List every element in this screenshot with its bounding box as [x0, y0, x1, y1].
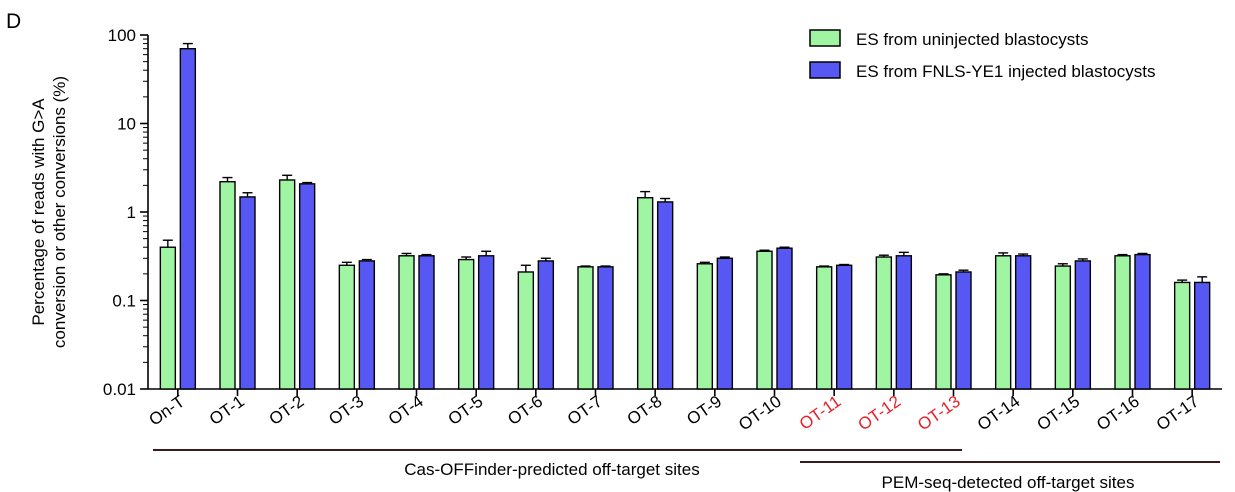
- bar-injected-ot-10: [776, 247, 793, 390]
- y-tick-label: 100: [108, 26, 136, 45]
- bar-uninjected-ot-7: [577, 266, 594, 390]
- x-tick-label-ot-9: OT-9: [683, 392, 725, 429]
- group-label-cas-offinder: Cas-OFFinder-predicted off-target sites: [404, 460, 699, 479]
- x-axis: [148, 388, 1222, 396]
- bar-injected-ot-6: [537, 260, 555, 390]
- x-tick-label-ot-12: OT-12: [855, 392, 905, 435]
- bar-uninjected-ot-5: [457, 258, 475, 390]
- bar-injected-ot-14: [1014, 255, 1032, 390]
- x-tick-label-ot-2: OT-2: [266, 392, 308, 429]
- bar-uninjected-ot-6: [517, 271, 535, 390]
- bar-injected-ot-5: [477, 255, 495, 390]
- bar-injected-ot-11: [835, 264, 853, 390]
- bar-uninjected-ot-10: [756, 250, 773, 390]
- bar-uninjected-ot-14: [994, 255, 1012, 390]
- bar-uninjected-ot-15: [1054, 265, 1072, 390]
- y-tick-label: 10: [117, 115, 136, 134]
- x-tick-label-ot-7: OT-7: [564, 392, 606, 429]
- legend-swatch-uninjected: [809, 29, 841, 47]
- y-axis: 0.01 0.1 1 10 100: [103, 26, 149, 399]
- y-tick-label: 0.01: [103, 380, 136, 399]
- x-tick-label-ot-17: OT-17: [1153, 392, 1203, 435]
- bar-uninjected-ot-11: [815, 266, 833, 390]
- bar-uninjected-on-t: [159, 246, 177, 390]
- x-tick-label-ot-16: OT-16: [1093, 392, 1143, 435]
- bar-injected-ot-13: [955, 271, 972, 390]
- x-tick-label-ot-3: OT-3: [325, 392, 367, 429]
- plot-bars: [159, 48, 1211, 390]
- bar-injected-ot-17: [1193, 281, 1211, 390]
- x-tick-label-ot-1: OT-1: [206, 392, 248, 429]
- error-bars: [162, 42, 1208, 283]
- bar-uninjected-ot-3: [338, 264, 356, 390]
- x-tick-label-ot-13: OT-13: [914, 392, 964, 435]
- x-tick-label-ot-8: OT-8: [624, 392, 666, 429]
- bar-uninjected-ot-16: [1114, 255, 1131, 390]
- y-axis-title-line-2: conversion or other conversions (%): [50, 76, 69, 348]
- bar-uninjected-ot-13: [935, 274, 952, 390]
- bar-injected-ot-3: [358, 260, 376, 390]
- legend-swatch-injected: [809, 61, 841, 79]
- legend-label-injected: ES from FNLS-YE1 injected blastocysts: [856, 62, 1156, 81]
- bar-uninjected-ot-12: [875, 256, 893, 390]
- bar-injected-ot-15: [1074, 260, 1092, 390]
- y-tick-label: 1: [127, 203, 136, 222]
- bar-uninjected-ot-1: [219, 180, 236, 390]
- y-axis-title: Percentage of reads with G>A conversion …: [29, 76, 69, 348]
- legend-item-uninjected: ES from uninjected blastocysts: [809, 29, 1088, 49]
- legend-label-uninjected: ES from uninjected blastocysts: [856, 30, 1088, 49]
- bar-injected-ot-2: [298, 183, 316, 390]
- bar-injected-on-t: [179, 48, 197, 390]
- bar-injected-ot-12: [895, 255, 913, 390]
- bar-uninjected-ot-9: [696, 263, 714, 390]
- bar-injected-ot-7: [597, 266, 614, 390]
- y-tick-label: 0.1: [112, 292, 136, 311]
- bar-injected-ot-16: [1134, 253, 1151, 390]
- bar-uninjected-ot-8: [636, 197, 654, 390]
- bar-uninjected-ot-4: [398, 255, 415, 390]
- x-tick-label-ot-10: OT-10: [735, 392, 785, 435]
- x-tick-labels: On-T OT-1 OT-2 OT-3 OT-4 OT-5 OT-6 OT-7 OT-8 OT-9…: [146, 392, 1203, 435]
- x-tick-label-on-t: On-T: [146, 392, 189, 430]
- legend: ES from uninjected blastocysts ES from F…: [809, 29, 1156, 81]
- x-tick-label-ot-5: OT-5: [445, 392, 487, 429]
- x-tick-label-ot-6: OT-6: [504, 392, 546, 429]
- group-brackets: Cas-OFFinder-predicted off-target sites …: [153, 449, 1220, 492]
- bar-injected-ot-9: [716, 257, 734, 390]
- bar-uninjected-ot-2: [278, 179, 296, 390]
- x-tick-label-ot-15: OT-15: [1034, 392, 1084, 435]
- bar-uninjected-ot-17: [1173, 281, 1191, 390]
- legend-item-injected: ES from FNLS-YE1 injected blastocysts: [809, 61, 1156, 81]
- x-tick-label-ot-14: OT-14: [974, 392, 1024, 435]
- bar-injected-ot-8: [656, 201, 674, 390]
- panel-label: D: [6, 10, 21, 33]
- bar-injected-ot-1: [239, 196, 256, 390]
- y-axis-title-line-1: Percentage of reads with G>A: [29, 98, 48, 326]
- bar-injected-ot-4: [418, 255, 435, 390]
- x-tick-label-ot-4: OT-4: [385, 392, 427, 429]
- x-tick-label-ot-11: OT-11: [796, 392, 845, 434]
- group-label-pem-seq: PEM-seq-detected off-target sites: [882, 473, 1135, 492]
